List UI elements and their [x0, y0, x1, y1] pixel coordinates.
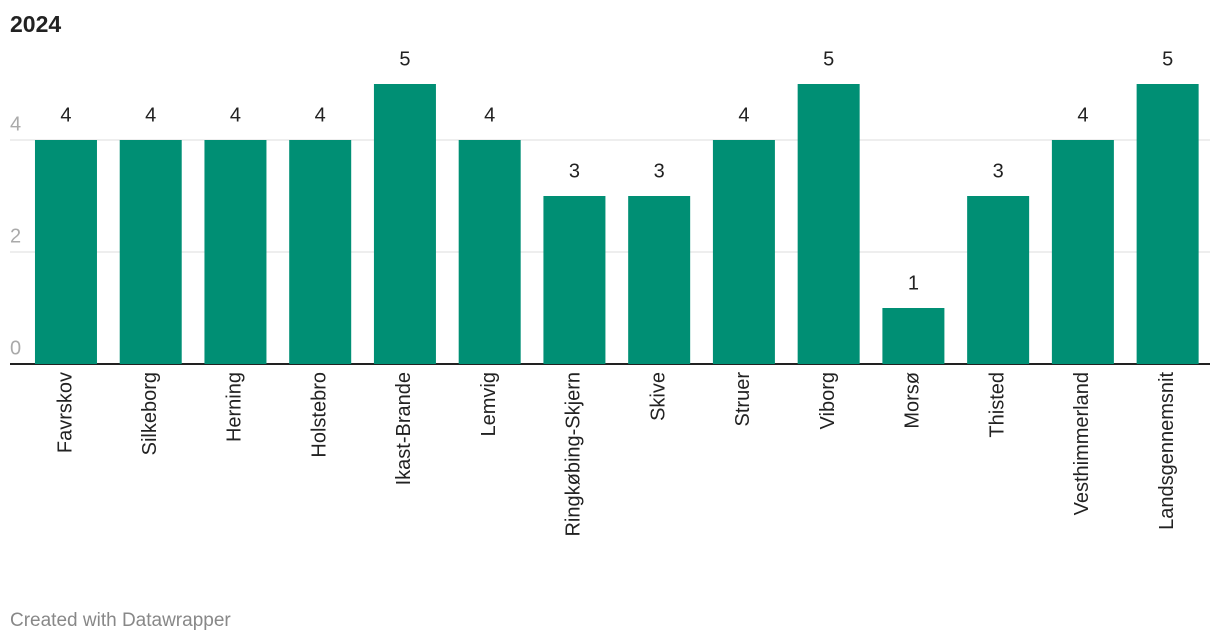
value-label: 4 [1077, 104, 1088, 126]
x-tick-label: Viborg [817, 372, 839, 429]
x-tick-label: Vesthimmerland [1071, 372, 1093, 515]
footer: Created with Datawrapper [10, 610, 231, 631]
bar [882, 308, 945, 364]
bar [712, 140, 775, 364]
y-tick-label: 4 [10, 113, 21, 135]
bar [34, 140, 97, 364]
bar [119, 140, 182, 364]
bar [458, 140, 521, 364]
value-label: 4 [230, 104, 241, 126]
x-tick-label: Favrskov [54, 372, 76, 453]
x-tick-label: Thisted [986, 372, 1008, 438]
bar [373, 84, 436, 364]
bar [797, 84, 860, 364]
bar [967, 196, 1030, 364]
bar [543, 196, 606, 364]
x-tick-label: Silkeborg [139, 372, 161, 455]
value-label: 1 [908, 272, 919, 294]
value-label: 5 [823, 48, 834, 70]
x-tick-label: Herning [224, 372, 246, 442]
value-label: 4 [738, 104, 749, 126]
value-label: 4 [484, 104, 495, 126]
x-tick-label: Ringkøbing-Skjern [563, 372, 585, 537]
x-tick-label: Lemvig [478, 372, 500, 436]
bar [1051, 140, 1114, 364]
bar [1136, 84, 1199, 364]
bar [289, 140, 352, 364]
value-label: 3 [993, 160, 1004, 182]
chart-title: 2024 [10, 11, 61, 37]
x-tick-label: Ikast-Brande [393, 372, 415, 485]
value-label: 4 [145, 104, 156, 126]
x-tick-label: Struer [732, 372, 754, 427]
y-tick-label: 0 [10, 337, 21, 359]
bar [628, 196, 691, 364]
x-tick-label: Morsø [902, 372, 924, 429]
value-label: 4 [315, 104, 326, 126]
x-tick-label: Skive [647, 372, 669, 421]
value-label: 5 [1162, 48, 1173, 70]
bar [204, 140, 267, 364]
value-label: 5 [399, 48, 410, 70]
value-label: 3 [569, 160, 580, 182]
value-label: 4 [60, 104, 71, 126]
value-label: 3 [654, 160, 665, 182]
x-tick-label: Holstebro [308, 372, 330, 458]
y-tick-label: 2 [10, 225, 21, 247]
x-tick-label: Landsgennemsnit [1156, 372, 1178, 530]
